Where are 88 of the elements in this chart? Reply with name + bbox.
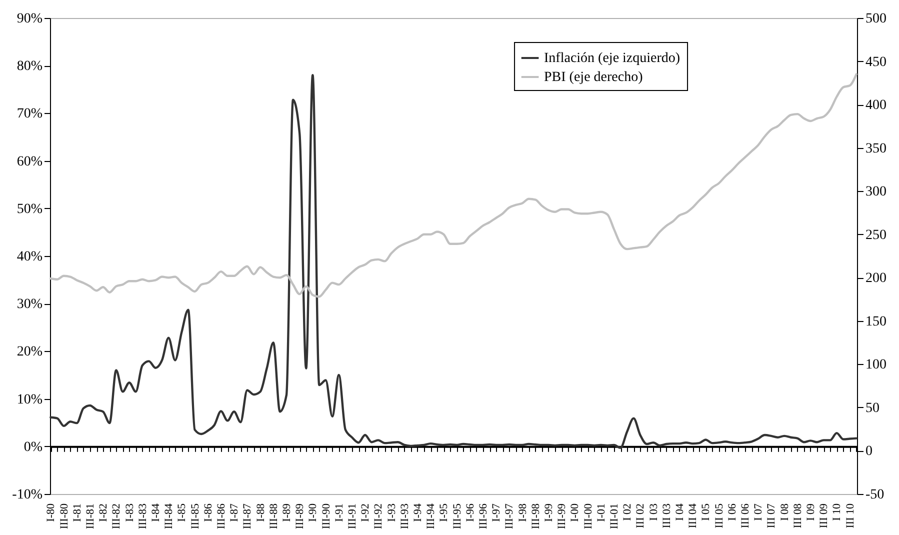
y-tick-label: 70%	[16, 106, 43, 122]
x-tick-label: III-93	[398, 503, 411, 530]
x-tick-label: III-87	[242, 503, 254, 530]
x-tick-label: III-89	[294, 503, 306, 530]
x-tick-label: I-01	[595, 504, 608, 522]
x-tick-label: III-94	[425, 503, 438, 530]
x-tick-label: III-83	[136, 503, 149, 530]
x-tick-label: III 07	[766, 503, 778, 528]
x-tick-label: III-97	[504, 503, 516, 530]
x-tick-label: I-82	[98, 504, 110, 522]
x-tick-label: I 04	[674, 503, 686, 521]
y-tick-label: 10%	[16, 392, 43, 408]
y-tick-label: 90%	[16, 12, 43, 26]
x-tick-label: III-96	[477, 503, 490, 530]
x-tick-label: III-00	[582, 503, 594, 530]
x-tick-label: I-84	[150, 503, 162, 522]
x-tick-label: I-80	[45, 503, 58, 522]
y-tick-label: 0%	[24, 440, 43, 455]
x-tick-label: III 10	[844, 503, 856, 528]
y2-tick-label: 50	[866, 400, 880, 416]
x-tick-label: I-87	[228, 503, 241, 522]
y-tick-label: -10%	[12, 488, 43, 502]
x-tick-label: III-90	[320, 503, 332, 530]
x-tick-label: I 03	[648, 503, 660, 521]
y2-tick-label: 300	[866, 184, 886, 200]
x-tick-label: I-90	[307, 503, 320, 522]
x-tick-label: III 02	[634, 504, 647, 528]
x-tick-label: I-81	[71, 504, 84, 522]
x-tick-label: III 04	[687, 503, 700, 528]
legend-label: PBI (eje derecho)	[544, 70, 644, 85]
x-tick-label: III 06	[739, 503, 752, 528]
x-tick-label: III-01	[608, 504, 620, 530]
x-tick-label: I 05	[700, 503, 712, 521]
x-tick-label: I-91	[333, 504, 346, 522]
x-tick-label: III-98	[530, 503, 542, 530]
y-tick-label: 40%	[16, 250, 43, 264]
x-tick-label: I-93	[386, 503, 398, 522]
x-tick-label: I 07	[752, 503, 765, 521]
y2-tick-label: 500	[866, 12, 886, 26]
y-tick-label: 50%	[16, 202, 43, 217]
x-tick-label: III 09	[818, 503, 830, 528]
x-tick-label: III-88	[268, 503, 280, 530]
x-tick-label: III-81	[84, 504, 96, 530]
y2-tick-label: 200	[866, 271, 886, 286]
x-tick-label: I-88	[254, 503, 267, 522]
y2-tick-label: 400	[866, 98, 886, 114]
x-tick-label: I-85	[176, 503, 188, 522]
x-tick-label: I 09	[804, 503, 817, 521]
legend-label: Inflación (eje izquierdo)	[544, 51, 680, 66]
x-tick-label: III-95	[451, 503, 464, 530]
x-tick-label: I 10	[831, 503, 844, 521]
x-tick-label: III-84	[163, 503, 176, 530]
x-tick-label: III-92	[372, 504, 385, 530]
y2-tick-label: 250	[866, 228, 886, 243]
y-tick-label: 20%	[16, 344, 43, 360]
x-tick-label: I 06	[726, 503, 738, 521]
y-tick-label: 60%	[16, 154, 43, 170]
x-tick-label: I 08	[778, 503, 791, 521]
x-tick-label: I-94	[412, 503, 424, 522]
x-tick-label: I-86	[202, 503, 214, 522]
x-tick-label: I-95	[438, 503, 450, 522]
y-tick-label: 30%	[16, 297, 43, 312]
y2-tick-label: 0	[866, 444, 872, 460]
x-tick-label: III-85	[189, 503, 202, 530]
y2-tick-label: -50	[866, 488, 884, 502]
x-tick-label: III-99	[556, 503, 568, 530]
x-tick-label: III-80	[58, 503, 70, 530]
x-tick-label: I-97	[490, 503, 503, 522]
x-tick-label: III-82	[110, 504, 123, 530]
x-tick-label: III 05	[713, 503, 726, 528]
x-tick-label: III 08	[792, 503, 804, 528]
x-tick-label: I-00	[569, 503, 582, 522]
y2-tick-label: 450	[866, 54, 886, 70]
x-tick-label: III 03	[660, 503, 673, 528]
x-tick-label: I 02	[622, 504, 634, 521]
x-tick-label: I-99	[542, 503, 555, 522]
y-tick-label: 80%	[16, 59, 43, 74]
x-tick-label: I-96	[464, 503, 476, 522]
x-tick-label: I-98	[516, 503, 529, 522]
x-tick-label: I-83	[124, 503, 136, 522]
line-series	[50, 73, 858, 298]
y2-tick-label: 350	[866, 141, 886, 156]
y2-tick-label: 150	[866, 314, 886, 330]
x-tick-label: I-89	[280, 503, 293, 522]
x-tick-label: I-92	[360, 504, 372, 522]
x-tick-label: III-91	[346, 504, 358, 530]
x-tick-label: III-86	[215, 503, 228, 530]
y2-tick-label: 100	[866, 358, 886, 373]
